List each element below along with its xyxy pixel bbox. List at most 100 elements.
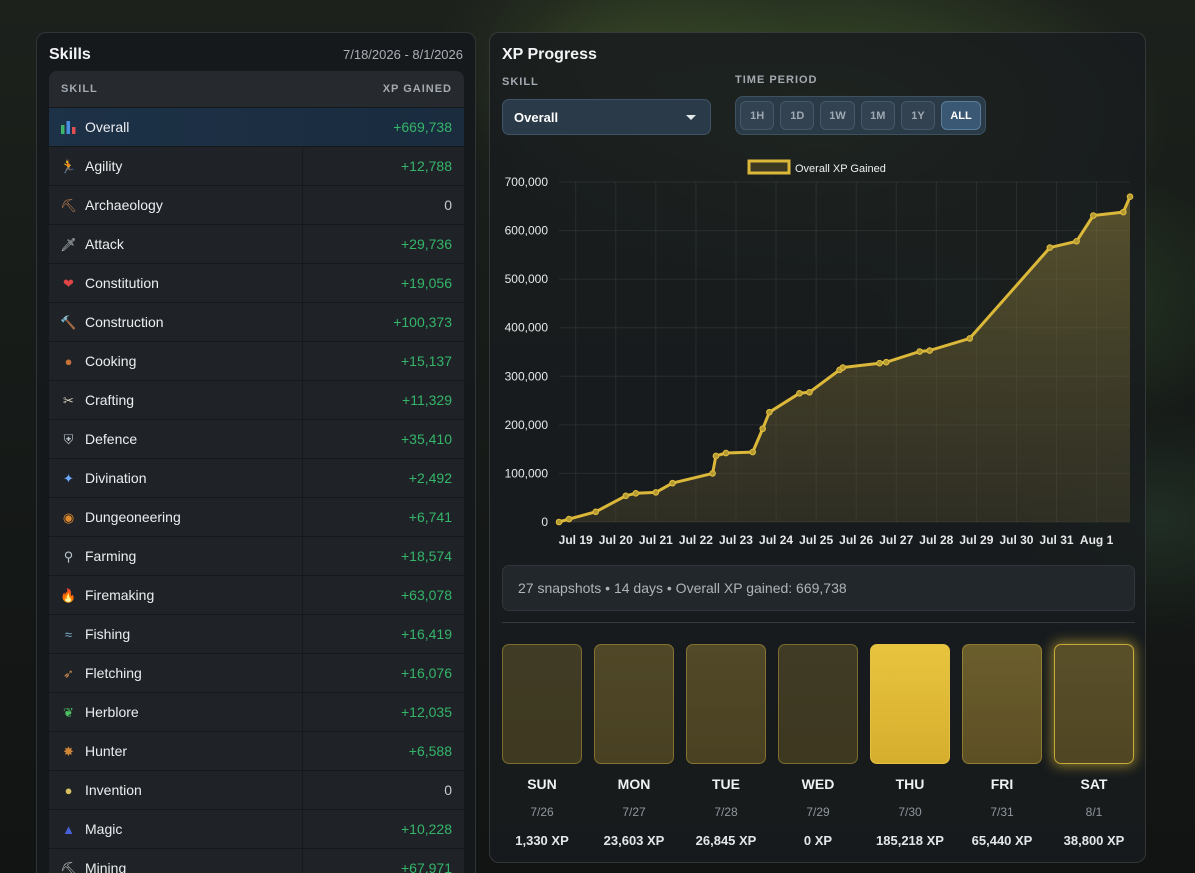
skill-row-cooking[interactable]: ● Cooking +15,137 [49,341,464,380]
day-wed[interactable]: WED 7/29 0 XP [778,644,858,848]
watering-can-icon: ⚲ [63,548,74,564]
skill-row-agility[interactable]: 🏃 Agility +12,788 [49,146,464,185]
day-heat-card [594,644,674,764]
skill-row-fletching[interactable]: ➶ Fletching +16,076 [49,653,464,692]
skill-row-invention[interactable]: ● Invention 0 [49,770,464,809]
skill-name: Fletching [85,665,142,681]
x-tick-label: Jul 29 [959,533,993,547]
skill-xp: +67,971 [401,860,452,873]
skill-xp: 0 [444,782,452,798]
day-thu[interactable]: THU 7/30 185,218 XP [870,644,950,848]
period-1d-button[interactable]: 1D [780,101,815,130]
skill-row-dungeoneering[interactable]: ◉ Dungeoneering +6,741 [49,497,464,536]
xp-progress-title: XP Progress [502,46,597,63]
xp-point [632,490,640,497]
summary-bar: 27 snapshots • 14 days • Overall XP gain… [502,565,1135,611]
day-name: TUE [712,776,740,792]
skill-name: Dungeoneering [85,509,181,525]
skill-row-crafting[interactable]: ✂ Crafting +11,329 [49,380,464,419]
y-tick-label: 500,000 [505,272,549,286]
xp-point [555,518,563,526]
skill-row-attack[interactable]: 🗡 Attack +29,736 [49,224,464,263]
skill-xp: +18,574 [401,548,452,564]
col-skill-header: SKILL [61,83,98,95]
skill-name: Magic [85,821,123,837]
skill-name: Archaeology [85,197,163,213]
x-tick-label: Jul 27 [879,533,913,547]
skill-row-construction[interactable]: 🔨 Construction +100,373 [49,302,464,341]
y-tick-label: 600,000 [505,224,549,238]
herb-icon: ❦ [63,704,74,720]
day-name: SAT [1080,776,1108,792]
skill-row-fishing[interactable]: ≈ Fishing +16,419 [49,614,464,653]
xp-point [876,359,883,367]
skill-name: Constitution [85,275,159,291]
y-tick-label: 400,000 [505,321,549,335]
skill-xp: +19,056 [401,275,452,291]
skill-cell: ❦ Herblore [49,693,303,731]
x-tick-label: Aug 1 [1080,533,1114,547]
skill-row-hunter[interactable]: ✸ Hunter +6,588 [49,731,464,770]
day-tue[interactable]: TUE 7/28 26,845 XP [686,644,766,848]
skill-cell: ⚲ Farming [49,537,303,575]
skill-cell: ❤ Constitution [49,264,303,302]
skill-row-constitution[interactable]: ❤ Constitution +19,056 [49,263,464,302]
skill-name: Farming [85,548,137,564]
skills-title: Skills [49,46,91,63]
day-xp: 0 XP [803,833,833,848]
time-period-group: 1H 1D 1W 1M 1Y ALL [735,96,986,135]
skill-row-magic[interactable]: ▲ Magic +10,228 [49,809,464,848]
gorajan-icon: ◉ [62,509,75,525]
skill-row-archaeology[interactable]: ⛏ Archaeology 0 [49,185,464,224]
bar-chart-icon [60,119,77,136]
day-mon[interactable]: MON 7/27 23,603 XP [594,644,674,848]
period-1h-button[interactable]: 1H [740,101,775,130]
xp-progress-panel: XP Progress SKILL Overall TIME PERIOD 1H… [489,32,1146,863]
skill-cell: ● Invention [49,771,303,809]
day-fri[interactable]: FRI 7/31 65,440 XP [962,644,1042,848]
day-name: THU [895,776,925,792]
day-date: 7/28 [714,805,738,819]
skill-row-farming[interactable]: ⚲ Farming +18,574 [49,536,464,575]
xp-point [1126,193,1134,200]
skill-select[interactable]: Overall [502,99,711,135]
day-date: 7/26 [530,805,554,819]
skills-table: SKILL XP GAINED Overall +669,738 🏃 Agility +… [49,71,464,873]
period-1w-button[interactable]: 1W [820,101,855,130]
xp-point [622,492,630,500]
day-sun[interactable]: SUN 7/26 1,330 XP [502,644,582,848]
x-tick-label: Jul 23 [719,533,753,547]
day-heat-card [778,644,858,764]
skill-xp: +10,228 [401,821,452,837]
skill-name: Herblore [85,704,139,720]
heart-icon: ❤ [63,275,74,291]
skill-row-firemaking[interactable]: 🔥 Firemaking +63,078 [49,575,464,614]
skill-cell: ≈ Fishing [49,615,303,653]
day-heat-card [686,644,766,764]
xp-point [1046,244,1054,251]
period-1y-button[interactable]: 1Y [900,101,936,130]
day-sat[interactable]: SAT 8/1 38,800 XP [1054,644,1134,848]
col-xp-header: XP GAINED [382,83,452,95]
skill-row-mining[interactable]: ⛏ Mining +67,971 [49,848,464,873]
xp-point [565,515,573,523]
xp-point [926,347,933,354]
xp-point [759,425,766,433]
skill-xp: +669,738 [393,119,452,135]
skill-row-divination[interactable]: ✦ Divination +2,492 [49,458,464,497]
skill-xp: +63,078 [401,587,452,603]
skill-xp: +12,035 [401,704,452,720]
skill-row-overall[interactable]: Overall +669,738 [49,107,464,146]
y-tick-label: 200,000 [505,418,549,432]
skill-row-herblore[interactable]: ❦ Herblore +12,035 [49,692,464,731]
pickaxe-icon: ⛏ [60,860,77,873]
skill-row-defence[interactable]: ⛨ Defence +35,410 [49,419,464,458]
legend-swatch [747,159,791,175]
table-header: SKILL XP GAINED [49,71,464,107]
skill-xp: +12,788 [401,158,452,174]
skill-xp: +2,492 [408,470,452,486]
period-all-button[interactable]: ALL [941,101,981,130]
skill-cell: 🏃 Agility [49,147,303,185]
fire-icon: 🔥 [60,587,77,603]
period-1m-button[interactable]: 1M [860,101,895,130]
